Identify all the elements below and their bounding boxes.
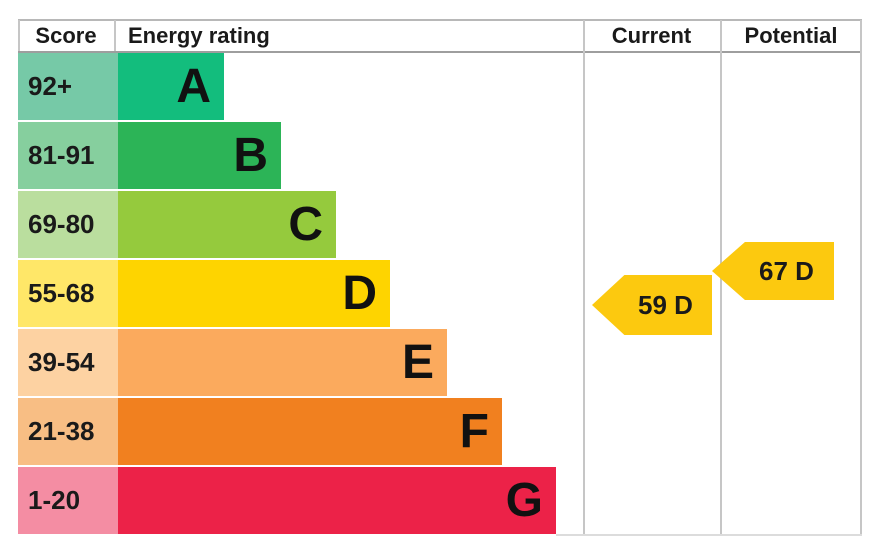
current-column-header: Current bbox=[611, 22, 692, 48]
energy-rating-column-header: Energy rating bbox=[128, 22, 270, 48]
band-a-bar: A bbox=[118, 53, 224, 122]
band-row-b: 81-91 B bbox=[18, 122, 583, 191]
band-e-bar: E bbox=[118, 329, 447, 398]
band-row-e: 39-54 E bbox=[18, 329, 583, 398]
band-g-bar: G bbox=[118, 467, 556, 536]
band-c-bar: C bbox=[118, 191, 336, 260]
table-header-row: Score Energy rating Current Potential bbox=[18, 20, 862, 51]
table-right-border bbox=[860, 20, 862, 534]
potential-column-header: Potential bbox=[744, 22, 838, 48]
band-g-score-range: 1-20 bbox=[18, 467, 118, 536]
score-column-header: Score bbox=[35, 22, 97, 48]
current-column-divider bbox=[583, 20, 585, 534]
band-b-bar: B bbox=[118, 122, 281, 191]
table-top-border bbox=[18, 19, 862, 21]
band-f-bar: F bbox=[118, 398, 502, 467]
band-c-score-range: 69-80 bbox=[18, 191, 118, 260]
band-d-bar: D bbox=[118, 260, 390, 329]
band-row-f: 21-38 F bbox=[18, 398, 583, 467]
band-e-score-range: 39-54 bbox=[18, 329, 118, 398]
potential-rating-arrow: 67 D bbox=[712, 242, 834, 300]
band-f-score-range: 21-38 bbox=[18, 398, 118, 467]
band-b-score-range: 81-91 bbox=[18, 122, 118, 191]
header-left-border bbox=[18, 20, 20, 51]
score-column-divider bbox=[114, 20, 116, 51]
band-a-score-range: 92+ bbox=[18, 53, 118, 122]
band-d-score-range: 55-68 bbox=[18, 260, 118, 329]
band-row-g: 1-20 G bbox=[18, 467, 583, 536]
band-row-d: 55-68 D bbox=[18, 260, 583, 329]
epc-table: Score Energy rating Current Potential 92… bbox=[18, 19, 862, 536]
current-rating-arrow: 59 D bbox=[592, 275, 712, 335]
header-underline bbox=[18, 51, 862, 53]
band-row-a: 92+ A bbox=[18, 53, 583, 122]
band-row-c: 69-80 C bbox=[18, 191, 583, 260]
rating-bands: 92+ A 81-91 B 69-80 C 55-68 D 39-54 E 21… bbox=[18, 53, 583, 536]
